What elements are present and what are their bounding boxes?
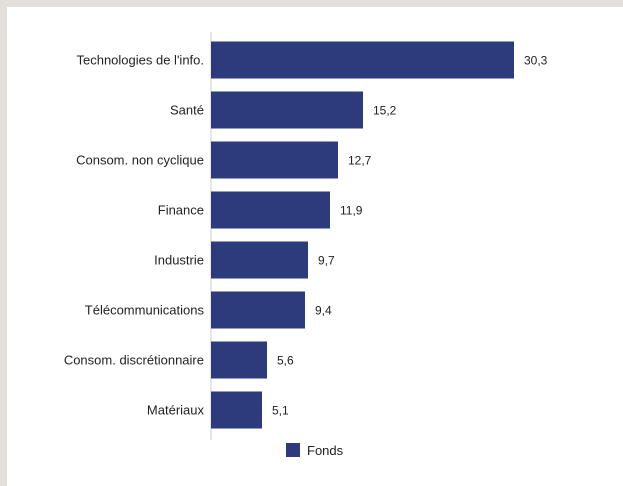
bar — [211, 141, 338, 179]
category-label: Santé — [170, 103, 204, 118]
bar — [211, 91, 363, 129]
category-label: Matériaux — [147, 403, 205, 418]
bar — [211, 391, 262, 429]
value-label: 9,4 — [315, 304, 332, 318]
legend-label: Fonds — [307, 443, 344, 458]
bar — [211, 191, 330, 229]
value-label: 15,2 — [373, 104, 397, 118]
bar — [211, 41, 514, 79]
category-label: Technologies de l'info. — [76, 53, 204, 68]
value-label: 11,9 — [340, 204, 363, 218]
value-label: 12,7 — [348, 154, 372, 168]
value-label: 30,3 — [524, 54, 548, 68]
value-label: 5,1 — [272, 404, 289, 418]
value-label: 9,7 — [318, 254, 335, 268]
value-label: 5,6 — [277, 354, 294, 368]
category-label: Finance — [158, 203, 204, 218]
bar — [211, 341, 267, 379]
category-label: Consom. discrétionnaire — [64, 353, 204, 368]
legend: Fonds — [286, 443, 344, 458]
category-label: Consom. non cyclique — [76, 153, 204, 168]
bar — [211, 291, 305, 329]
category-label: Télécommunications — [85, 303, 205, 318]
bar — [211, 241, 308, 279]
category-label: Industrie — [154, 253, 204, 268]
bars-layer: Technologies de l'info. 30,3 Santé 15,2 Cons… — [64, 41, 548, 429]
legend-swatch — [286, 443, 300, 457]
bar-chart: Technologies de l'info. 30,3 Santé 15,2 Cons… — [64, 32, 548, 458]
chart-panel: Technologies de l'info. 30,3 Santé 15,2 Cons… — [7, 7, 623, 486]
